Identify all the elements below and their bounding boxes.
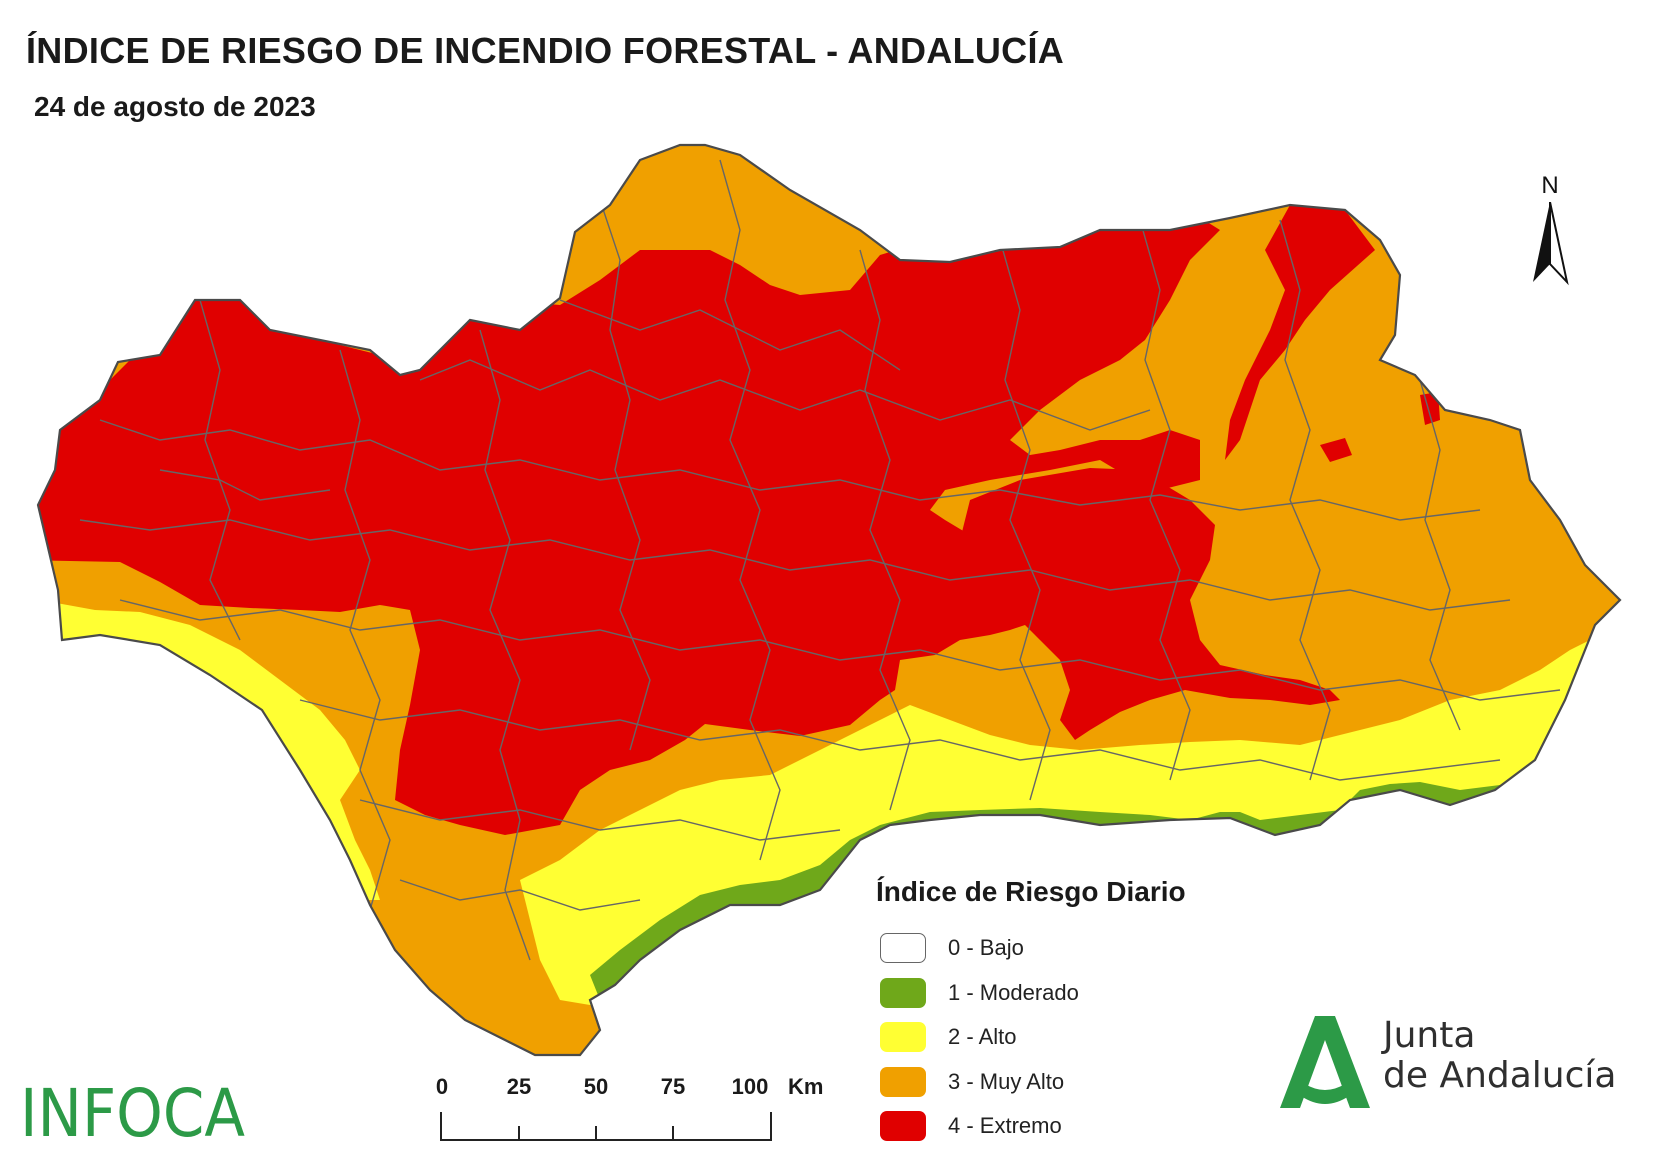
scale-tick-label: 25 [506,1074,532,1099]
scale-bar: 0 25 50 75 100 Km [430,1074,850,1144]
legend-label: 1 - Moderado [948,979,1079,1005]
legend-item-extremo: 4 - Extremo [876,1104,1296,1149]
legend-item-moderado: 1 - Moderado [876,971,1296,1016]
legend-swatch [880,933,926,964]
risk-zone-extremo-patch [1320,438,1352,462]
scale-tick-label: 75 [660,1074,686,1099]
legend-item-alto: 2 - Alto [876,1015,1296,1060]
north-label: N [1541,172,1559,199]
scale-bar-graphic [440,1112,772,1141]
junta-de-andalucia-logo: Junta de Andalucía [1275,1016,1635,1116]
legend-swatch [880,1022,926,1053]
legend-label: 3 - Muy Alto [948,1068,1065,1094]
map-date: 24 de agosto de 2023 [34,91,316,122]
legend: Índice de Riesgo Diario 0 - Bajo 1 - Mod… [876,876,1296,1149]
junta-logo-text: Junta de Andalucía [1383,1016,1616,1096]
junta-logo-line2: de Andalucía [1383,1055,1617,1096]
legend-item-muy-alto: 3 - Muy Alto [876,1060,1296,1105]
junta-emblem-icon [1280,1016,1370,1108]
north-arrow-icon [1533,202,1569,286]
legend-label: 4 - Extremo [948,1113,1062,1139]
legend-swatch [880,1066,926,1097]
municipal-boundaries [79,159,1561,961]
legend-swatch [880,977,926,1008]
risk-zone-extremo-patch [1420,392,1440,425]
legend-swatch [880,1111,926,1142]
scale-tick-label: 50 [583,1074,609,1099]
risk-zone-extremo-north-east [1225,205,1375,460]
north-arrow: N [1533,172,1585,286]
legend-item-bajo: 0 - Bajo [876,926,1296,971]
scale-tick-label: 100 [731,1074,769,1099]
map-title: ÍNDICE DE RIESGO DE INCENDIO FORESTAL - … [26,30,1065,71]
legend-label: 2 - Alto [948,1024,1017,1050]
legend-title: Índice de Riesgo Diario [876,876,1186,907]
risk-zone-alto [40,600,1620,1010]
junta-logo-line1: Junta [1383,1015,1476,1056]
scale-unit: Km [788,1074,824,1099]
scale-tick-label: 0 [435,1074,449,1099]
risk-zone-extremo-west [38,200,1220,835]
risk-zone-moderado [590,760,1560,1000]
legend-label: 0 - Bajo [948,935,1024,961]
infoca-logo: INFOCA [20,1075,245,1152]
risk-zone-extremo-central-east [960,468,1340,740]
